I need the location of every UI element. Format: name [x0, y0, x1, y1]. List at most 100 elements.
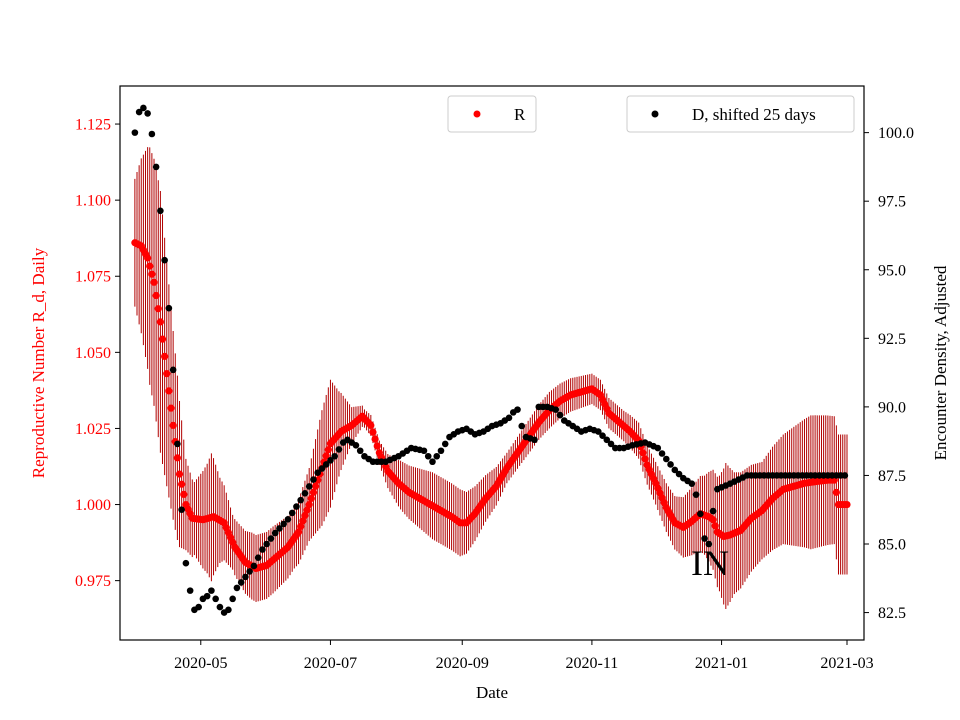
d-point: [276, 525, 283, 532]
d-point: [246, 568, 253, 575]
d-point: [305, 483, 313, 490]
legend-d-label: D, shifted 25 days: [692, 105, 816, 124]
d-point: [594, 428, 602, 435]
d-point: [229, 595, 236, 603]
legend-r-box: [447, 95, 537, 133]
right-y-tick-label: 95.0: [878, 262, 906, 279]
r-point: [311, 482, 320, 490]
d-point: [182, 559, 190, 567]
d-point: [271, 529, 279, 537]
legend-d: D, shifted 25 days: [626, 95, 855, 133]
left-y-tick-label: 1.075: [75, 269, 111, 286]
r-point: [324, 446, 332, 454]
left-y-tick-label: 0.975: [75, 573, 111, 590]
d-point: [267, 535, 275, 542]
d-point: [237, 579, 245, 586]
d-point: [301, 489, 309, 497]
r-point: [169, 421, 177, 430]
left-y-tick-label: 1.000: [75, 497, 111, 514]
r-point: [156, 318, 164, 326]
d-point: [135, 108, 143, 116]
d-point: [131, 129, 139, 136]
d-point: [688, 480, 696, 487]
r-point: [180, 490, 188, 498]
d-point: [178, 506, 185, 514]
right-y-tick-label: 85.0: [878, 537, 906, 554]
d-point: [437, 447, 445, 455]
x-tick-label: 2021-03: [820, 655, 873, 672]
r-point: [641, 455, 649, 463]
r-point: [832, 488, 840, 496]
d-point: [518, 422, 526, 430]
d-point: [327, 457, 334, 464]
right-y-tick-label: 100.0: [878, 125, 914, 142]
x-tick-label: 2020-05: [174, 655, 227, 672]
legend-r-marker: [473, 110, 481, 118]
left-y-tick-label: 1.050: [75, 345, 111, 362]
d-point: [607, 440, 615, 448]
legend-d-box: [626, 95, 855, 133]
d-point: [663, 455, 670, 463]
d-point: [335, 446, 343, 453]
legend-r: R: [447, 95, 537, 133]
x-axis: 2020-05 2020-07 2020-09 2020-11 2021-01 2021-…: [174, 640, 874, 672]
r-point: [303, 506, 311, 514]
d-point: [705, 540, 713, 548]
d-point: [352, 441, 360, 449]
right-y-tick-label: 90.0: [878, 399, 906, 416]
left-y-axis: 0.975 1.000 1.025 1.050 1.075 1.100 1.125: [75, 117, 120, 590]
r-point: [297, 522, 305, 531]
d-point: [356, 447, 364, 455]
left-y-tick-label: 1.025: [75, 421, 111, 438]
d-point: [709, 507, 717, 515]
d-point: [161, 256, 168, 264]
d-point: [322, 461, 330, 468]
r-point: [309, 488, 318, 496]
right-y-axis-label: Encounter Density, Adjusted: [931, 265, 950, 460]
right-y-tick-label: 92.5: [878, 331, 906, 348]
d-point: [671, 466, 679, 474]
right-y-tick-label: 87.5: [878, 468, 906, 485]
x-tick-label: 2020-11: [566, 655, 619, 672]
d-point: [233, 584, 241, 592]
r-point: [371, 435, 379, 443]
r-point: [711, 522, 719, 530]
d-point: [208, 587, 215, 594]
r-point: [152, 291, 160, 300]
d-point: [654, 444, 662, 452]
d-point: [225, 606, 232, 614]
d-point: [186, 587, 194, 594]
d-point: [675, 470, 683, 478]
r-point: [299, 517, 307, 525]
r-point: [175, 470, 184, 478]
d-point: [552, 406, 560, 413]
r-point: [144, 254, 152, 262]
d-point: [697, 510, 704, 518]
d-point: [420, 447, 428, 455]
left-y-tick-label: 1.125: [75, 117, 111, 134]
r-point: [167, 404, 175, 412]
legend-r-label: R: [514, 105, 526, 124]
r-point: [843, 500, 851, 509]
right-y-tick-label: 97.5: [878, 194, 906, 211]
x-tick-label: 2021-01: [695, 655, 748, 672]
d-point: [284, 516, 292, 523]
d-point: [505, 414, 513, 422]
d-point: [293, 503, 300, 510]
d-point: [140, 104, 147, 112]
right-y-axis: 82.5 85.0 87.5 90.0 92.5 95.0 97.5 100.0: [864, 125, 914, 622]
d-point: [216, 603, 224, 611]
d-point: [603, 436, 611, 444]
d-point: [429, 458, 436, 466]
d-point: [242, 573, 249, 581]
x-tick-label: 2020-07: [304, 655, 357, 672]
r-point: [163, 370, 171, 378]
d-point: [259, 546, 266, 553]
d-point: [195, 603, 202, 611]
r-point: [367, 421, 375, 430]
r-point: [148, 270, 156, 278]
annotation-text: IN: [691, 543, 729, 583]
x-axis-label: Date: [476, 683, 508, 702]
r-point: [709, 516, 717, 524]
